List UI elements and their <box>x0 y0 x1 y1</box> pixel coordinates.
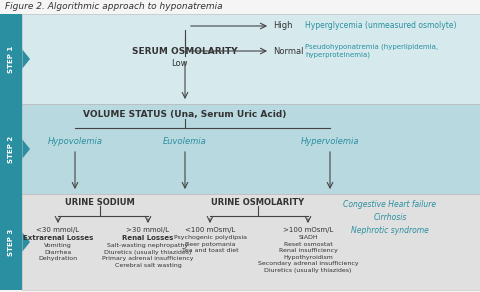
Text: Vomiting
Diarrhea
Dehydration: Vomiting Diarrhea Dehydration <box>38 243 78 261</box>
Polygon shape <box>22 139 30 159</box>
Text: >30 mmol/L: >30 mmol/L <box>126 227 169 233</box>
Text: Congestive Heart failure
Cirrhosis
Nephrotic syndrome: Congestive Heart failure Cirrhosis Nephr… <box>343 200 437 235</box>
Text: >100 mOsm/L: >100 mOsm/L <box>283 227 333 233</box>
Text: Euvolemia: Euvolemia <box>163 138 207 147</box>
Bar <box>22 194 480 290</box>
Text: Salt-wasting nephropathy
Diuretics (usually thiazides)
Primary adrenal insuffici: Salt-wasting nephropathy Diuretics (usua… <box>102 243 194 268</box>
Text: Psychogenic polydipsia
Beer potomania
Tea and toast diet: Psychogenic polydipsia Beer potomania Te… <box>173 235 247 253</box>
Text: <100 mOsm/L: <100 mOsm/L <box>185 227 235 233</box>
Text: Pseudohyponatremia (hyperlipidemia,
hyperproteinemia): Pseudohyponatremia (hyperlipidemia, hype… <box>305 44 438 58</box>
Text: High: High <box>273 22 292 30</box>
Bar <box>0 14 22 104</box>
Polygon shape <box>22 49 30 69</box>
Bar <box>22 194 480 290</box>
Text: STEP 3: STEP 3 <box>8 228 14 256</box>
Text: Renal Losses: Renal Losses <box>122 235 174 241</box>
Text: URINE SODIUM: URINE SODIUM <box>65 198 135 207</box>
Bar <box>0 104 22 194</box>
Bar <box>0 0 480 14</box>
Bar <box>22 104 480 194</box>
Text: Hypervolemia: Hypervolemia <box>301 138 359 147</box>
Text: Extrarenal Losses: Extrarenal Losses <box>23 235 93 241</box>
Text: STEP 1: STEP 1 <box>8 45 14 73</box>
Text: Figure 2. Algorithmic approach to hyponatremia: Figure 2. Algorithmic approach to hypona… <box>5 2 223 11</box>
Text: STEP 2: STEP 2 <box>8 135 14 163</box>
Text: <30 mmol/L: <30 mmol/L <box>36 227 80 233</box>
Bar <box>22 104 480 194</box>
Bar <box>22 14 480 104</box>
Text: Normal: Normal <box>273 46 303 55</box>
Polygon shape <box>22 232 30 252</box>
Bar <box>22 14 480 104</box>
Text: SIADH
Reset osmostat
Renal insufficiency
Hypothyroidism
Secondary adrenal insuff: SIADH Reset osmostat Renal insufficiency… <box>258 235 358 273</box>
Text: Low: Low <box>171 59 188 68</box>
Text: SERUM OSMOLARITY: SERUM OSMOLARITY <box>132 46 238 55</box>
Text: Hypovolemia: Hypovolemia <box>48 138 103 147</box>
Text: URINE OSMOLARITY: URINE OSMOLARITY <box>211 198 305 207</box>
Bar <box>0 194 22 290</box>
Text: VOLUME STATUS (Una, Serum Uric Acid): VOLUME STATUS (Una, Serum Uric Acid) <box>84 110 287 119</box>
Text: Hyperglycemia (unmeasured osmolyte): Hyperglycemia (unmeasured osmolyte) <box>305 22 456 30</box>
